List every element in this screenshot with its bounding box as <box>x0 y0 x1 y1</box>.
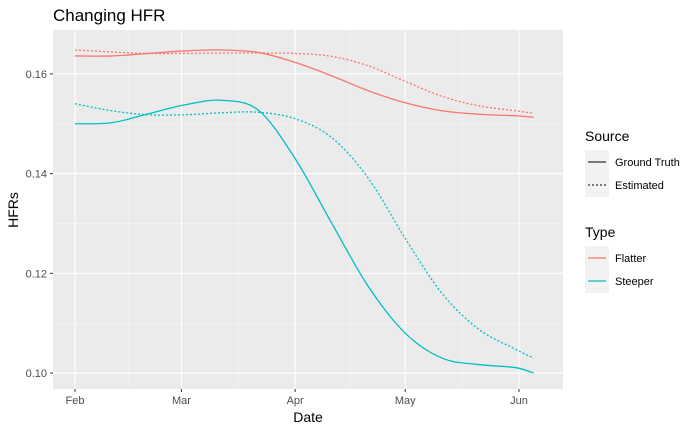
x-tick-label: Feb <box>66 395 85 407</box>
legend-label-flatter: Flatter <box>615 253 647 265</box>
series-line-flatter-estimated <box>74 49 534 114</box>
plot-panel <box>53 30 563 389</box>
x-tick-label: Jun <box>510 395 528 407</box>
legend-label-steeper: Steeper <box>615 276 654 288</box>
y-tick-labels: 0.10 0.12 0.14 0.16 <box>26 69 47 380</box>
legend: Source Ground Truth Estimated Type Flatt… <box>585 128 680 293</box>
legend-label-ground-truth: Ground Truth <box>615 157 680 169</box>
x-axis-title: Date <box>293 409 323 425</box>
series-line-steeper-ground-truth <box>74 99 534 374</box>
major-gridlines <box>53 30 563 389</box>
x-tick-label: May <box>395 395 416 407</box>
axis-ticks <box>50 73 520 392</box>
y-axis-title: HFRs <box>5 192 21 228</box>
x-tick-labels: Feb Mar Apr May Jun <box>66 395 528 407</box>
y-tick-label: 0.10 <box>26 368 47 380</box>
y-tick-label: 0.16 <box>26 69 47 81</box>
series-lines <box>74 49 534 374</box>
y-tick-label: 0.14 <box>26 169 47 181</box>
minor-gridlines <box>53 30 563 389</box>
legend-label-estimated: Estimated <box>615 180 664 192</box>
chart-title: Changing HFR <box>53 6 165 25</box>
x-tick-label: Mar <box>172 395 191 407</box>
x-tick-label: Apr <box>287 395 304 407</box>
legend-type-title: Type <box>585 224 616 240</box>
legend-source-title: Source <box>585 128 630 144</box>
y-tick-label: 0.12 <box>26 268 47 280</box>
series-line-steeper-estimated <box>74 103 534 359</box>
